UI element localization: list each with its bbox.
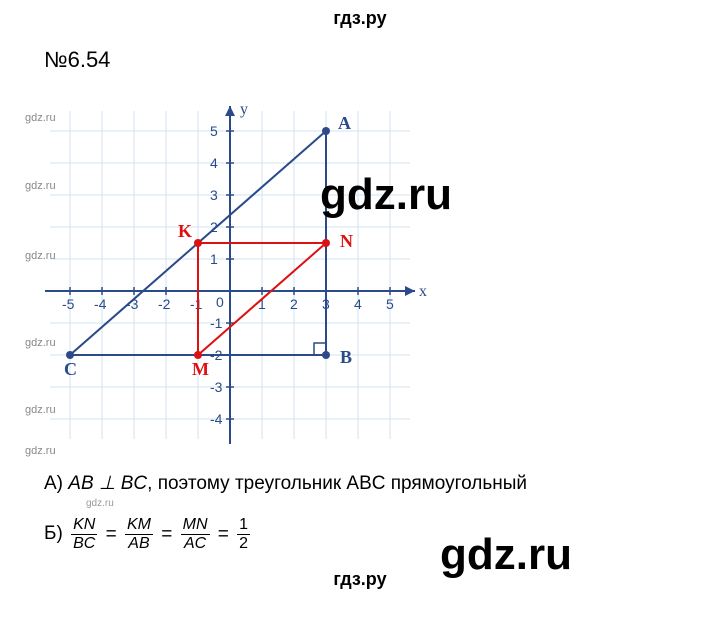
fraction: KMAB: [125, 516, 153, 552]
svg-text:A: A: [338, 113, 351, 133]
svg-text:-5: -5: [62, 296, 75, 312]
svg-text:-2: -2: [158, 296, 171, 312]
fraction: MNAC: [181, 516, 210, 552]
equals-sign: =: [100, 523, 122, 544]
answer-B: Б) KNBC = KMAB = MNAC = 12: [44, 516, 720, 552]
problem-number: №6.54: [0, 37, 720, 81]
svg-text:N: N: [340, 231, 353, 251]
fraction-denominator: BC: [71, 535, 97, 553]
svg-text:4: 4: [210, 155, 218, 171]
fraction: 12: [237, 516, 250, 552]
fraction-numerator: MN: [181, 516, 210, 535]
svg-text:-4: -4: [94, 296, 107, 312]
svg-text:5: 5: [210, 123, 218, 139]
fraction-numerator: 1: [237, 516, 250, 535]
answer-B-prefix: Б): [44, 524, 63, 545]
fraction-denominator: AC: [181, 535, 210, 553]
svg-text:y: y: [240, 101, 248, 118]
svg-text:2: 2: [290, 296, 298, 312]
svg-text:1: 1: [210, 251, 218, 267]
fraction-numerator: KN: [71, 516, 97, 535]
svg-text:-1: -1: [210, 315, 223, 331]
svg-text:B: B: [340, 347, 352, 367]
answer-A-text: , поэтому треугольник ABC прямоугольный: [147, 473, 527, 494]
answers-block: А) AB ⊥ BC, поэтому треугольник ABC прям…: [0, 451, 720, 553]
answer-A: А) AB ⊥ BC, поэтому треугольник ABC прям…: [44, 469, 720, 512]
svg-text:-4: -4: [210, 411, 223, 427]
fraction-numerator: KM: [125, 516, 153, 535]
svg-text:0: 0: [216, 294, 224, 310]
equals-sign: =: [156, 523, 178, 544]
svg-text:x: x: [419, 283, 427, 300]
svg-text:M: M: [192, 359, 209, 379]
page-header: гдз.ру: [0, 0, 720, 37]
equals-sign: =: [213, 523, 235, 544]
svg-text:4: 4: [354, 296, 362, 312]
coordinate-chart: xy-5-4-3-2-112345-4-3-2-1123450ABCKMN: [20, 81, 550, 451]
fraction-denominator: AB: [125, 535, 153, 553]
fraction: KNBC: [71, 516, 97, 552]
page-footer: гдз.ру: [0, 553, 720, 590]
svg-text:-3: -3: [210, 379, 223, 395]
answer-A-watermark: gdz.ru: [86, 496, 720, 512]
svg-text:C: C: [64, 359, 77, 379]
svg-text:5: 5: [386, 296, 394, 312]
svg-text:3: 3: [210, 187, 218, 203]
svg-text:K: K: [178, 221, 192, 241]
svg-text:-1: -1: [190, 296, 203, 312]
answer-A-prefix: А): [44, 473, 63, 494]
answer-A-math: AB ⊥ BC: [68, 473, 147, 494]
fraction-denominator: 2: [237, 535, 250, 553]
